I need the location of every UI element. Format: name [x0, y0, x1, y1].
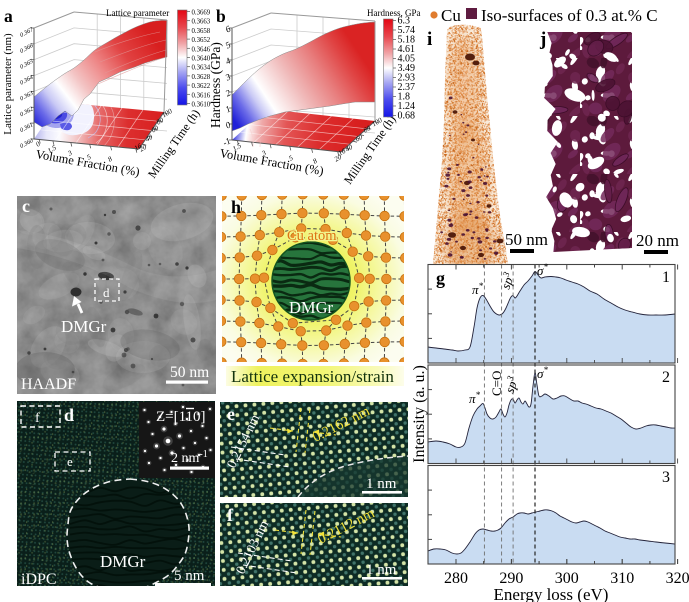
svg-text:a: a [4, 6, 13, 26]
svg-text:σ*: σ* [537, 262, 548, 278]
svg-text:0.3634: 0.3634 [192, 65, 211, 72]
svg-text:310: 310 [610, 570, 634, 587]
svg-text:0.3628: 0.3628 [192, 74, 211, 81]
svg-text:0.3622: 0.3622 [192, 83, 211, 90]
svg-text:1.24: 1.24 [398, 101, 416, 112]
svg-text:50 nm: 50 nm [505, 230, 548, 249]
svg-text:g: g [436, 268, 445, 288]
svg-text:1.5: 1.5 [46, 143, 58, 155]
svg-text:c: c [22, 196, 30, 216]
svg-text:Cu atom: Cu atom [287, 228, 337, 244]
svg-text:0.3663: 0.3663 [192, 19, 211, 26]
svg-text:4.05: 4.05 [398, 54, 416, 65]
svg-text:DMGr: DMGr [100, 552, 146, 571]
svg-text:2: 2 [224, 87, 233, 98]
svg-text:Energy loss (eV): Energy loss (eV) [494, 585, 609, 602]
svg-text:5.74: 5.74 [398, 25, 416, 36]
svg-text:d: d [64, 405, 74, 425]
svg-text:Lattice parameter: Lattice parameter [106, 8, 169, 18]
svg-text:C=O: C=O [489, 371, 504, 396]
svg-text:1: 1 [662, 269, 670, 286]
svg-text:16: 16 [133, 142, 143, 153]
svg-text:2: 2 [662, 369, 670, 386]
svg-text:20: 20 [138, 143, 148, 154]
svg-text:3: 3 [662, 469, 670, 486]
svg-text:Iso-surfaces of 0.3 at.% C: Iso-surfaces of 0.3 at.% C [481, 6, 658, 25]
svg-text:h: h [231, 197, 241, 217]
svg-text:60: 60 [354, 133, 364, 144]
svg-text:5.18: 5.18 [398, 35, 416, 46]
svg-text:40: 40 [344, 143, 354, 154]
svg-text:6.3: 6.3 [398, 16, 411, 27]
svg-text:0.3640: 0.3640 [192, 56, 211, 63]
svg-text:2.37: 2.37 [398, 82, 416, 93]
svg-text:Hardness, GPa: Hardness, GPa [367, 8, 421, 18]
svg-text:-1: -1 [221, 136, 232, 148]
svg-text:DMGr: DMGr [61, 317, 107, 336]
svg-text:0.3646: 0.3646 [192, 46, 211, 53]
svg-text:2.93: 2.93 [398, 73, 416, 84]
svg-text:b: b [216, 6, 226, 26]
svg-text:Hardness (GPa): Hardness (GPa) [208, 42, 223, 128]
svg-text:iDPC: iDPC [21, 571, 57, 588]
svg-text:3.49: 3.49 [398, 63, 416, 74]
svg-text:1 nm: 1 nm [366, 562, 397, 578]
svg-text:0.68: 0.68 [398, 111, 416, 122]
svg-text:320: 320 [666, 570, 689, 587]
svg-text:1: 1 [224, 104, 233, 115]
svg-text:π*: π* [472, 281, 484, 297]
svg-text:σ*: σ* [537, 365, 548, 381]
svg-text:2 nm-1: 2 nm-1 [171, 449, 208, 466]
svg-text:0: 0 [34, 140, 41, 149]
svg-text:80: 80 [362, 124, 372, 135]
svg-text:DMGr: DMGr [289, 298, 334, 317]
svg-text:5 nm: 5 nm [174, 568, 205, 584]
svg-text:0: 0 [224, 119, 233, 130]
svg-text:i: i [427, 29, 432, 50]
svg-text:1.5: 1.5 [231, 141, 243, 153]
svg-text:60: 60 [150, 124, 160, 135]
svg-text:Lattice parameter (nm): Lattice parameter (nm) [2, 33, 14, 135]
svg-text:5: 5 [224, 39, 233, 50]
svg-text:e: e [227, 404, 235, 424]
svg-text:3: 3 [66, 149, 74, 158]
svg-text:8: 8 [106, 155, 113, 164]
svg-text:5: 5 [287, 154, 294, 163]
svg-text:d: d [103, 285, 110, 300]
svg-text:1 nm: 1 nm [366, 476, 397, 492]
svg-text:290: 290 [499, 570, 523, 587]
svg-text:Intensity (a. u.): Intensity (a. u.) [411, 365, 428, 463]
svg-text:Z=[110]: Z=[110] [156, 409, 206, 425]
svg-text:3: 3 [223, 71, 233, 83]
svg-text:j: j [539, 29, 546, 50]
svg-text:6: 6 [224, 23, 233, 34]
svg-text:0.3616: 0.3616 [192, 92, 211, 99]
svg-text:8: 8 [311, 157, 318, 166]
svg-text:40: 40 [144, 133, 154, 144]
svg-text:0.3669: 0.3669 [192, 10, 211, 17]
svg-text:f: f [35, 411, 40, 426]
svg-text:16: 16 [337, 147, 347, 158]
svg-text:1.8: 1.8 [398, 92, 411, 103]
svg-text:0.3610: 0.3610 [192, 102, 211, 109]
svg-text:f: f [227, 505, 234, 525]
svg-text:π*: π* [469, 390, 481, 406]
svg-text:300: 300 [555, 570, 579, 587]
svg-text:5: 5 [85, 153, 92, 162]
svg-text:0.3652: 0.3652 [192, 37, 211, 44]
svg-text:50 nm: 50 nm [170, 364, 209, 381]
svg-text:HAADF: HAADF [21, 376, 76, 393]
svg-text:20: 20 [333, 153, 343, 164]
svg-text:20 nm: 20 nm [636, 231, 679, 250]
svg-text:4.61: 4.61 [398, 44, 416, 55]
svg-text:80: 80 [155, 116, 165, 127]
svg-text:e: e [67, 454, 73, 469]
svg-text:4: 4 [224, 55, 233, 66]
svg-text:3: 3 [260, 149, 268, 158]
svg-text:0.3658: 0.3658 [192, 28, 211, 35]
svg-text:Cu: Cu [441, 6, 461, 25]
svg-text:Lattice expansion/strain: Lattice expansion/strain [231, 367, 394, 386]
svg-text:280: 280 [444, 570, 468, 587]
